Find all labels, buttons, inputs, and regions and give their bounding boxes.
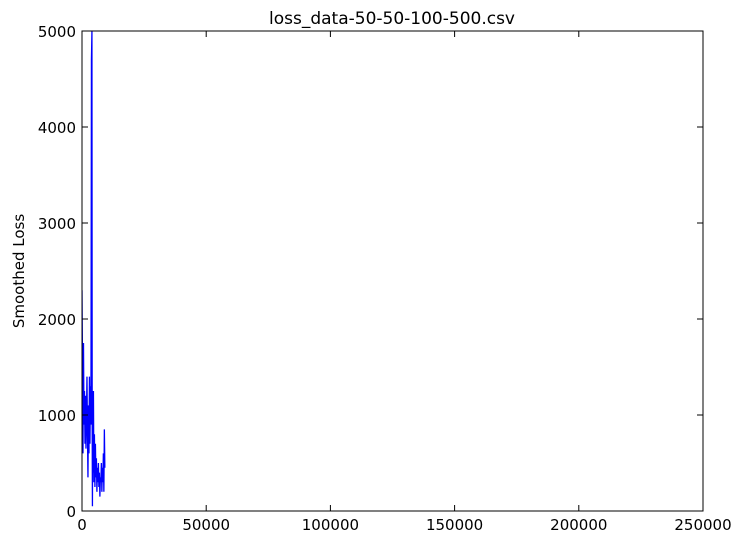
x-tick-label: 250000 (674, 516, 731, 534)
y-tick-label: 3000 (38, 215, 76, 233)
x-tick-label: 50000 (182, 516, 230, 534)
y-axis-label: Smoothed Loss (10, 214, 28, 328)
plot-area (81, 30, 704, 512)
chart-title: loss_data-50-50-100-500.csv (269, 9, 515, 29)
y-tick-label: 5000 (38, 23, 76, 41)
y-tick-label: 0 (66, 503, 76, 521)
x-axis: 0 50000 100000 150000 200000 250000 (77, 31, 732, 534)
y-tick-label: 2000 (38, 311, 76, 329)
plot-frame (81, 30, 704, 512)
x-tick-label: 150000 (426, 516, 483, 534)
y-tick-label: 4000 (38, 119, 76, 137)
y-axis: 0 1000 2000 3000 4000 5000 (38, 23, 703, 521)
series-line-smoothed-loss (82, 31, 106, 507)
y-tick-label: 1000 (38, 407, 76, 425)
x-tick-label: 200000 (550, 516, 607, 534)
x-tick-label: 0 (77, 516, 87, 534)
x-tick-label: 100000 (302, 516, 359, 534)
